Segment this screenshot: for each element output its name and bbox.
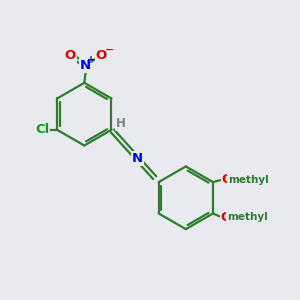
Text: N: N <box>80 59 92 72</box>
Text: Cl: Cl <box>35 123 49 136</box>
Text: −: − <box>104 45 114 55</box>
Text: +: + <box>87 55 95 65</box>
Text: H: H <box>116 117 126 130</box>
Text: N: N <box>132 152 143 165</box>
Text: methyl: methyl <box>228 175 268 185</box>
Text: O: O <box>221 211 232 224</box>
Text: O: O <box>64 49 76 62</box>
Text: methyl: methyl <box>227 212 268 222</box>
Text: O: O <box>96 49 107 62</box>
Text: O: O <box>222 173 233 186</box>
